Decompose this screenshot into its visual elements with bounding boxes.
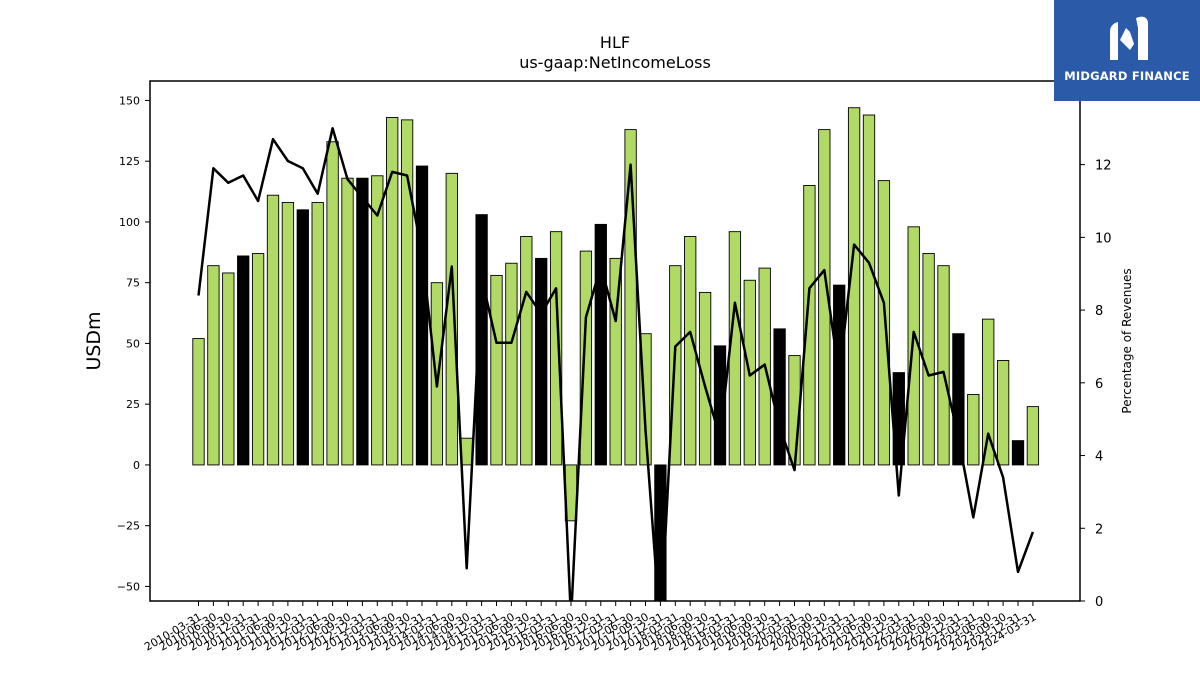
line-series-layer (197, 127, 1035, 601)
bar (505, 262, 518, 466)
bar (996, 359, 1010, 466)
y-tick-label: 25 (126, 398, 140, 411)
bar (356, 177, 369, 466)
bar (281, 202, 295, 466)
bar (222, 272, 235, 466)
bar (296, 209, 309, 466)
bar (445, 172, 458, 466)
bar (967, 394, 980, 466)
bar (937, 265, 950, 466)
y2-tick-label: 6 (1095, 377, 1103, 392)
y-tick-label: 50 (126, 337, 140, 350)
bar (609, 257, 622, 466)
logo-text: MIDGARD FINANCE (1064, 69, 1190, 83)
bar-series (192, 107, 1040, 601)
bar (773, 328, 786, 466)
bar (549, 231, 563, 466)
y-tick-label: 100 (119, 216, 140, 229)
left-axis: −50 −25 0 25 50 75 100 125 150 (117, 94, 150, 593)
y2-tick-label: 4 (1095, 450, 1103, 465)
bar (624, 129, 637, 466)
y2-tick-label: 10 (1095, 231, 1112, 246)
bar (386, 116, 399, 466)
bar (639, 333, 652, 466)
bar (207, 265, 220, 466)
y-tick-label: −50 (117, 580, 140, 593)
midgard-logo-icon (1110, 16, 1148, 61)
y2-tick-label: 12 (1095, 159, 1112, 174)
bar (922, 253, 935, 466)
bar (1011, 440, 1025, 466)
bar (594, 223, 607, 466)
bar (400, 119, 414, 466)
bar (877, 180, 891, 466)
y-tick-label: 125 (119, 155, 140, 168)
line-series (197, 127, 1035, 601)
bar (371, 175, 384, 466)
bar (698, 291, 712, 466)
right-axis: 0 2 4 6 8 10 12 (1080, 159, 1112, 610)
x-axis: 2010-03-312010-06-302010-09-302010-12-31… (142, 601, 1038, 654)
bar (311, 202, 324, 466)
y-tick-label: 75 (126, 277, 140, 290)
bar (952, 333, 965, 466)
bar (341, 177, 354, 466)
bar (192, 338, 205, 466)
bar (535, 257, 548, 466)
bar (713, 345, 727, 466)
bar (251, 253, 265, 466)
bar (326, 141, 339, 466)
y2-tick-label: 2 (1095, 522, 1103, 537)
y-tick-label: 150 (119, 94, 140, 107)
bar (490, 274, 503, 466)
chart-title: HLF (599, 33, 631, 52)
bar (475, 214, 488, 466)
bar (430, 282, 444, 466)
bar (415, 165, 429, 466)
bar (237, 255, 250, 466)
bar (982, 318, 995, 466)
bar (803, 185, 816, 466)
plot-frame (149, 80, 1081, 602)
y2-tick-label: 0 (1095, 595, 1103, 610)
bar (1026, 406, 1040, 466)
bar (520, 236, 533, 466)
y2-axis-label: Percentage of Revenues (1120, 268, 1134, 413)
bar (460, 437, 473, 466)
bar (862, 114, 876, 466)
y-axis-label: USDm (83, 311, 105, 370)
bar (818, 129, 831, 466)
y-tick-label: 0 (133, 459, 140, 472)
chart-subtitle: us-gaap:NetIncomeLoss (519, 53, 711, 72)
bar (266, 194, 280, 466)
y-tick-label: −25 (117, 520, 140, 533)
brand-logo: MIDGARD FINANCE (1054, 0, 1200, 101)
y2-tick-label: 8 (1095, 304, 1103, 319)
bar (579, 250, 593, 466)
